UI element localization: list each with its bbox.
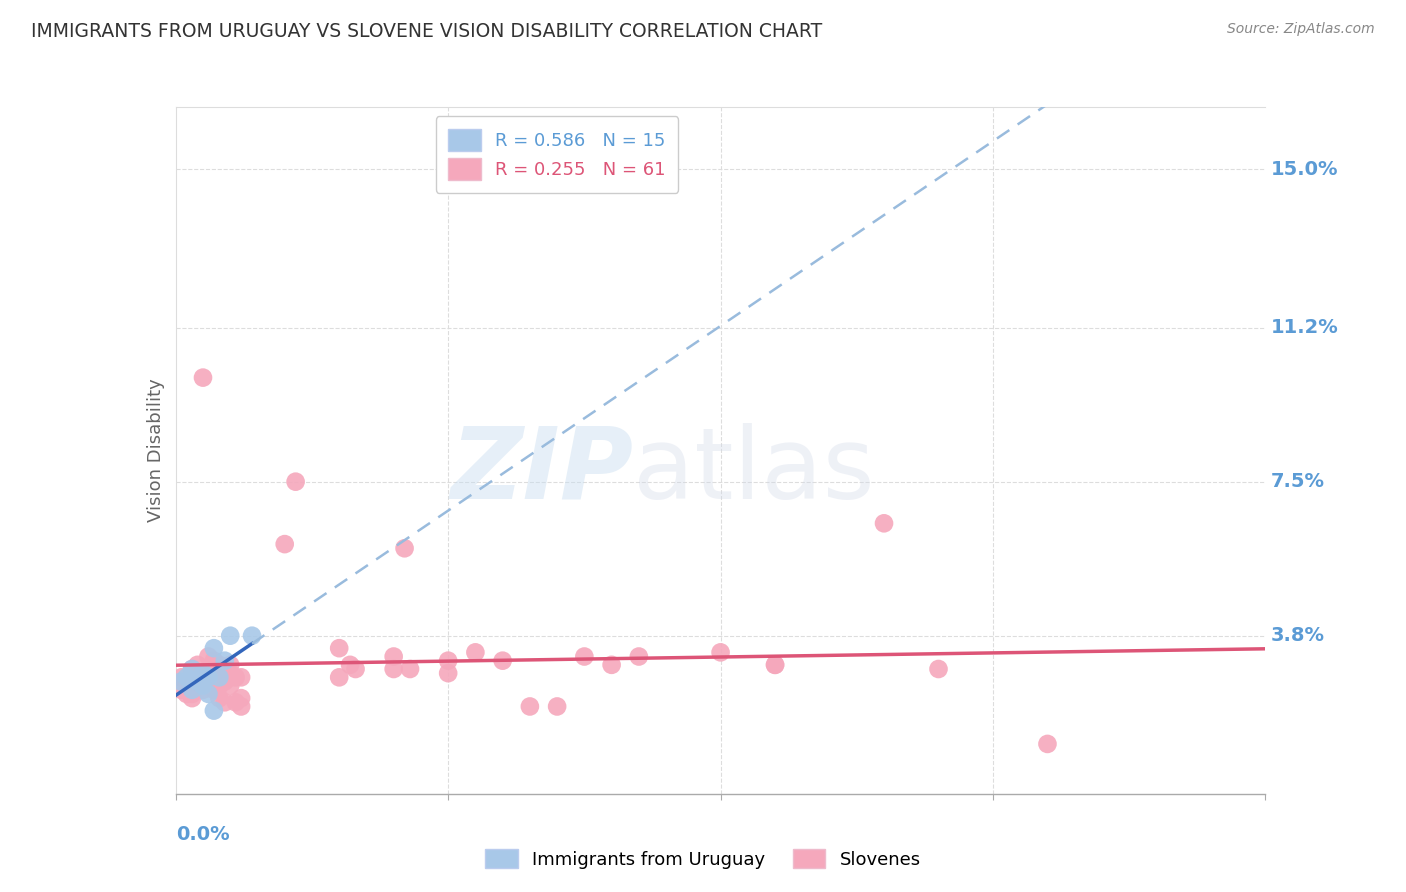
- Point: [208, 657, 231, 672]
- Point: [328, 670, 350, 684]
- Point: [546, 699, 568, 714]
- Point: [191, 682, 214, 697]
- Point: [202, 704, 225, 718]
- Point: [191, 666, 214, 681]
- Point: [219, 657, 242, 672]
- Point: [382, 649, 405, 664]
- Point: [191, 370, 214, 384]
- Point: [197, 679, 219, 693]
- Point: [186, 674, 209, 689]
- Point: [191, 679, 214, 693]
- Point: [181, 662, 204, 676]
- Point: [763, 657, 786, 672]
- Text: atlas: atlas: [633, 423, 875, 519]
- Point: [191, 674, 214, 689]
- Point: [219, 679, 242, 693]
- Text: Source: ZipAtlas.com: Source: ZipAtlas.com: [1227, 22, 1375, 37]
- Point: [186, 670, 209, 684]
- Point: [208, 670, 231, 684]
- Point: [382, 662, 405, 676]
- Point: [344, 662, 367, 676]
- Point: [181, 662, 204, 676]
- Point: [328, 641, 350, 656]
- Point: [202, 654, 225, 668]
- Text: IMMIGRANTS FROM URUGUAY VS SLOVENE VISION DISABILITY CORRELATION CHART: IMMIGRANTS FROM URUGUAY VS SLOVENE VISIO…: [31, 22, 823, 41]
- Text: 11.2%: 11.2%: [1271, 318, 1339, 337]
- Point: [284, 475, 307, 489]
- Point: [339, 657, 361, 672]
- Point: [191, 666, 214, 681]
- Text: ZIP: ZIP: [450, 423, 633, 519]
- Point: [214, 674, 236, 689]
- Point: [928, 662, 950, 676]
- Point: [873, 516, 896, 531]
- Point: [492, 654, 515, 668]
- Point: [437, 654, 460, 668]
- Point: [181, 682, 204, 697]
- Point: [208, 670, 231, 684]
- Point: [231, 691, 253, 706]
- Point: [214, 662, 236, 676]
- Point: [214, 654, 236, 668]
- Point: [170, 674, 193, 689]
- Point: [225, 695, 247, 709]
- Point: [225, 670, 247, 684]
- Point: [176, 687, 198, 701]
- Point: [202, 657, 225, 672]
- Point: [763, 657, 786, 672]
- Point: [437, 666, 460, 681]
- Text: 0.0%: 0.0%: [176, 825, 229, 844]
- Point: [219, 666, 242, 681]
- Y-axis label: Vision Disability: Vision Disability: [146, 378, 165, 523]
- Point: [519, 699, 541, 714]
- Point: [219, 629, 242, 643]
- Point: [176, 670, 198, 684]
- Point: [627, 649, 650, 664]
- Point: [197, 649, 219, 664]
- Legend: Immigrants from Uruguay, Slovenes: Immigrants from Uruguay, Slovenes: [478, 842, 928, 876]
- Legend: R = 0.586   N = 15, R = 0.255   N = 61: R = 0.586 N = 15, R = 0.255 N = 61: [436, 116, 679, 193]
- Point: [181, 679, 204, 693]
- Point: [208, 679, 231, 693]
- Point: [197, 687, 219, 701]
- Point: [394, 541, 416, 556]
- Point: [197, 670, 219, 684]
- Point: [170, 670, 193, 684]
- Point: [202, 670, 225, 684]
- Point: [710, 645, 733, 659]
- Point: [202, 641, 225, 656]
- Point: [600, 657, 623, 672]
- Point: [170, 682, 193, 697]
- Point: [176, 674, 198, 689]
- Text: 7.5%: 7.5%: [1271, 472, 1324, 491]
- Point: [574, 649, 596, 664]
- Point: [214, 695, 236, 709]
- Point: [186, 679, 209, 693]
- Point: [464, 645, 486, 659]
- Point: [202, 682, 225, 697]
- Point: [181, 691, 204, 706]
- Point: [208, 691, 231, 706]
- Text: 15.0%: 15.0%: [1271, 160, 1339, 179]
- Point: [186, 657, 209, 672]
- Text: 3.8%: 3.8%: [1271, 626, 1324, 645]
- Point: [231, 670, 253, 684]
- Point: [240, 629, 263, 643]
- Point: [274, 537, 297, 551]
- Point: [231, 699, 253, 714]
- Point: [399, 662, 422, 676]
- Point: [181, 687, 204, 701]
- Point: [1036, 737, 1059, 751]
